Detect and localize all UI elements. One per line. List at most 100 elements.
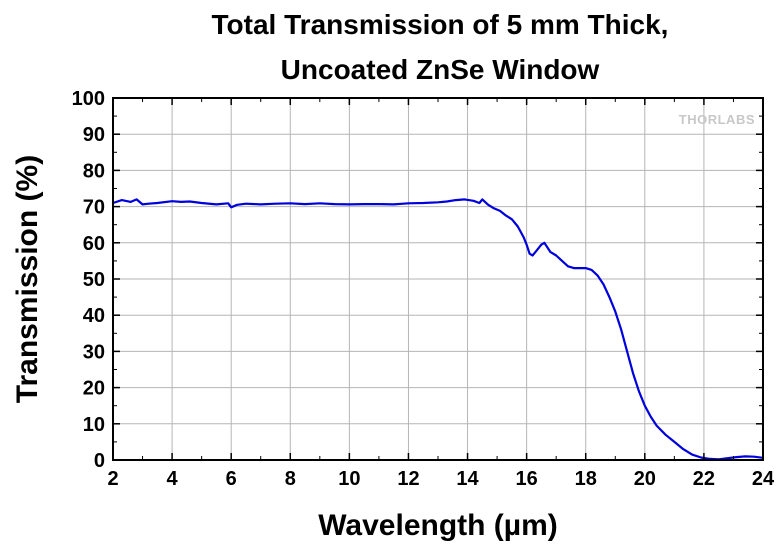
data-point: [437, 201, 439, 203]
data-point: [614, 310, 616, 313]
data-point: [147, 203, 150, 205]
data-point: [602, 283, 605, 286]
y-axis-label: Transmission (%): [11, 155, 44, 403]
data-point: [523, 236, 525, 238]
data-point: [304, 203, 306, 205]
data-point: [555, 254, 557, 257]
data-point: [499, 210, 501, 212]
data-point: [422, 202, 424, 204]
data-point: [463, 198, 466, 200]
data-point: [130, 201, 132, 203]
data-point: [579, 267, 581, 269]
data-point: [561, 260, 563, 262]
data-point: [608, 296, 610, 298]
data-point: [227, 202, 229, 204]
data-point: [700, 456, 702, 459]
y-tick-label: 80: [83, 160, 105, 182]
axis-ticks: 2 4 6 8 10 12 14 16 18 20 22 2401020304050607080901…: [72, 88, 775, 490]
data-point: [638, 390, 640, 392]
data-point: [121, 199, 123, 201]
data-point: [136, 198, 138, 200]
data-point: [656, 425, 658, 427]
y-tick-label: 10: [83, 414, 105, 436]
y-tick-label: 30: [83, 341, 105, 363]
data-point: [573, 267, 575, 269]
data-point: [472, 200, 475, 202]
y-tick-label: 60: [83, 233, 105, 255]
data-point: [505, 215, 507, 217]
data-point: [455, 199, 457, 201]
data-point: [141, 203, 144, 206]
data-point: [549, 251, 551, 253]
y-tick-label: 20: [83, 378, 105, 400]
data-point: [540, 244, 543, 246]
data-point: [363, 203, 365, 205]
data-point: [591, 269, 593, 271]
x-tick-label: 4: [167, 468, 179, 490]
data-point: [567, 265, 569, 267]
data-point: [180, 201, 182, 203]
data-point: [526, 244, 528, 246]
chart-title-line1: Total Transmission of 5 mm Thick,: [212, 9, 669, 40]
data-point: [664, 434, 667, 436]
data-point: [230, 206, 232, 208]
x-tick-label: 22: [693, 468, 715, 490]
data-point: [493, 207, 495, 210]
y-tick-label: 0: [94, 450, 105, 472]
data-point: [156, 202, 158, 204]
data-point: [682, 448, 684, 450]
data-point: [245, 203, 247, 205]
data-point: [289, 202, 291, 204]
gridlines: [113, 98, 763, 460]
data-point: [201, 202, 203, 204]
x-tick-label: 2: [107, 468, 118, 490]
y-tick-label: 100: [72, 88, 105, 110]
data-point: [274, 203, 277, 205]
x-tick-label: 14: [456, 468, 479, 490]
x-tick-label: 18: [575, 468, 597, 490]
data-point: [596, 274, 599, 276]
data-point: [393, 203, 395, 206]
data-point: [673, 441, 675, 443]
data-point: [744, 455, 746, 457]
data-point: [333, 203, 336, 205]
x-tick-label: 8: [285, 468, 296, 490]
data-point: [691, 453, 693, 456]
x-tick-label: 20: [634, 468, 656, 490]
data-point: [620, 329, 622, 331]
thorlabs-watermark: THORLABS: [679, 112, 755, 127]
data-point: [650, 415, 652, 418]
data-point: [446, 200, 448, 203]
y-tick-label: 70: [83, 197, 105, 219]
data-point: [626, 350, 628, 352]
data-point: [189, 200, 191, 203]
data-point: [171, 200, 173, 202]
data-point: [348, 203, 350, 206]
x-tick-label: 12: [397, 468, 419, 490]
data-point: [378, 203, 380, 205]
data-point: [487, 204, 489, 206]
data-point: [531, 254, 534, 257]
y-tick-label: 90: [83, 124, 105, 146]
x-tick-label: 6: [226, 468, 237, 490]
x-tick-label: 10: [338, 468, 360, 490]
data-point: [534, 251, 537, 253]
data-point: [585, 267, 587, 269]
data-point: [517, 225, 519, 228]
data-point: [735, 456, 738, 458]
y-tick-label: 40: [83, 305, 105, 327]
data-point: [478, 202, 480, 204]
x-tick-label: 16: [516, 468, 538, 490]
data-point: [260, 203, 262, 206]
y-tick-label: 50: [83, 269, 105, 291]
x-axis-label: Wavelength (µm): [318, 509, 558, 542]
data-point: [481, 198, 483, 200]
data-point: [236, 204, 238, 206]
series-line-transmission: [111, 198, 765, 461]
data-point: [632, 372, 634, 374]
data-point: [215, 203, 218, 206]
data-point: [726, 457, 729, 459]
data-point: [543, 242, 545, 244]
chart-title-line2: Uncoated ZnSe Window: [281, 54, 600, 85]
